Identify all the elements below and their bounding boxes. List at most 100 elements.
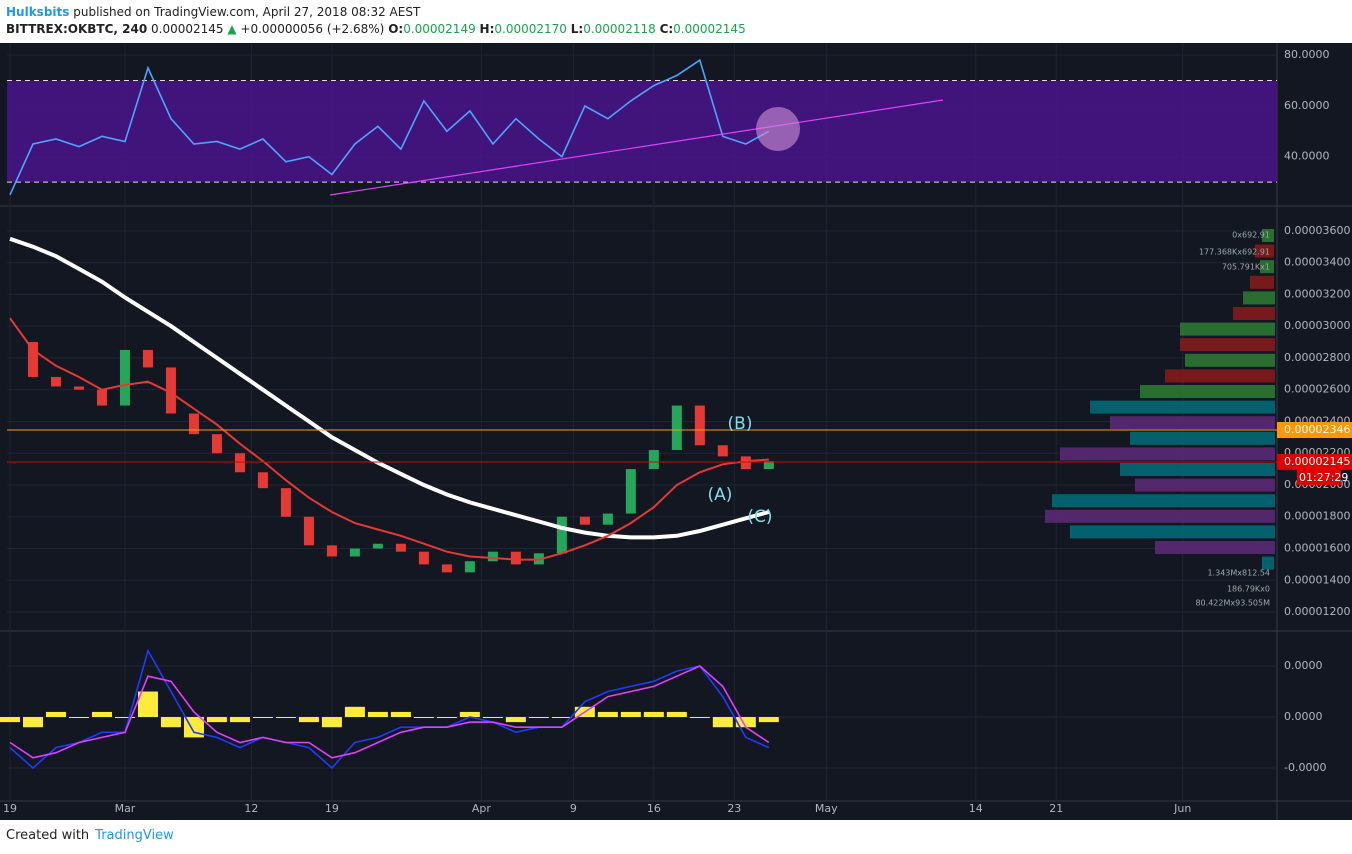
histogram-bar <box>666 711 687 718</box>
volume-profile-bar <box>1262 556 1274 570</box>
histogram-bar <box>22 717 43 728</box>
x-tick-label: 9 <box>570 802 577 815</box>
volume-profile-bar <box>1185 353 1275 367</box>
x-tick-label: 21 <box>1049 802 1063 815</box>
volume-profile-bar <box>1060 447 1275 461</box>
histogram-bar <box>367 711 388 718</box>
y-tick-label: 0.00003600 <box>1284 224 1350 237</box>
y-tick-label: 0.00002800 <box>1284 351 1350 364</box>
histogram-bar <box>45 711 66 718</box>
profile-label: 186.79Kx0 <box>1227 585 1270 594</box>
histogram-bar <box>252 717 273 719</box>
y-tick-label: 0.00003000 <box>1284 319 1350 332</box>
candle <box>372 543 383 549</box>
candle <box>648 450 659 470</box>
candle <box>326 545 337 557</box>
o: 0.00002149 <box>403 22 476 36</box>
volume-profile-bar <box>1243 291 1275 305</box>
histogram-bar <box>413 717 434 719</box>
profile-label: 705.791Kx1 <box>1222 263 1270 272</box>
candle <box>510 551 521 565</box>
candle <box>349 548 360 557</box>
y-tick-label: -0.0000 <box>1284 761 1326 774</box>
published: published on TradingView.com, April 27, … <box>73 5 421 19</box>
y-tick-label: 0.00001800 <box>1284 510 1350 523</box>
y-tick-label: 0.00003400 <box>1284 256 1350 269</box>
series-line <box>9 648 770 770</box>
candle <box>740 456 751 470</box>
candle <box>27 342 38 377</box>
histogram-bar <box>505 717 526 723</box>
volume-profile-bar <box>1110 416 1275 430</box>
candle <box>717 445 728 457</box>
x-tick-label: Apr <box>472 802 492 815</box>
series-line <box>9 236 770 540</box>
candle <box>556 516 567 554</box>
candle <box>579 516 590 525</box>
histogram-bar <box>275 717 296 719</box>
histogram-bar <box>528 717 549 719</box>
wave-label: (B) <box>728 414 753 434</box>
publish-line: Hulksbits published on TradingView.com, … <box>6 4 746 21</box>
profile-label: 177.368Kx692.91 <box>1199 248 1270 257</box>
author[interactable]: Hulksbits <box>6 5 70 19</box>
histogram-bar <box>459 711 480 718</box>
chart: 19 Mar 12 19 Apr 9 16 23 May 14 21 Jun 80.0000 60.000… <box>0 43 1352 820</box>
footer: Created with TradingView <box>6 828 174 843</box>
candle <box>280 488 291 517</box>
h-label: H: <box>479 22 495 36</box>
candle <box>487 551 498 562</box>
h: 0.00002170 <box>494 22 567 36</box>
l-label: L: <box>570 22 584 36</box>
y-tick-label: 0.00001600 <box>1284 542 1350 555</box>
series-line <box>9 665 770 759</box>
candle <box>671 405 682 451</box>
candle <box>602 513 613 525</box>
series-line <box>9 317 769 561</box>
volume-profile-bar <box>1255 244 1274 258</box>
volume-profile-bar <box>1165 369 1275 383</box>
histogram-bar <box>735 717 756 728</box>
price-tag-label: 0.00002346 <box>1284 423 1350 436</box>
histogram-bar <box>482 717 503 719</box>
volume-profile-bar <box>1140 385 1275 398</box>
x-tick-label: Jun <box>1173 802 1191 815</box>
series-line <box>9 58 770 196</box>
candle <box>464 561 475 573</box>
change: +0.00000056 (+2.68%) <box>240 22 385 36</box>
profile-label: 0x692.91 <box>1232 231 1270 240</box>
brand[interactable]: TradingView <box>95 828 174 843</box>
highlight <box>756 107 800 151</box>
candle <box>694 405 705 446</box>
c: 0.00002145 <box>673 22 746 36</box>
volume-profile-bar <box>1180 338 1275 352</box>
volume-profile-bar <box>1135 478 1275 492</box>
y-tick-label: 0.00003200 <box>1284 287 1350 300</box>
x-tick-label: May <box>815 802 838 815</box>
volume-profile-bar <box>1052 494 1275 508</box>
l: 0.00002118 <box>583 22 656 36</box>
candle <box>165 367 176 414</box>
histogram-bar <box>114 717 135 719</box>
y-tick-label: 40.0000 <box>1284 150 1330 163</box>
histogram-bar <box>390 711 411 718</box>
histogram-bar <box>689 717 710 719</box>
y-tick-label: 80.0000 <box>1284 48 1330 61</box>
c-label: C: <box>659 22 674 36</box>
candle <box>119 349 130 406</box>
candle <box>395 543 406 552</box>
y-tick-label: 0.0000 <box>1284 710 1323 723</box>
o-label: O: <box>388 22 404 36</box>
price-tag <box>1277 422 1352 439</box>
volume-profile-bar <box>1233 307 1275 320</box>
symbol: BITTREX:OKBTC, 240 <box>6 22 148 36</box>
x-tick-label: 19 <box>3 802 17 815</box>
trendline <box>329 99 944 196</box>
volume-profile-bar <box>1070 525 1275 539</box>
wave-label: (A) <box>708 485 733 505</box>
profile-label: 1.343Mx812.54 <box>1207 569 1270 578</box>
candle <box>96 389 107 406</box>
y-tick-label: 0.00001200 <box>1284 605 1350 618</box>
histogram-bar <box>597 711 618 718</box>
wave-label: (C) <box>747 507 772 527</box>
